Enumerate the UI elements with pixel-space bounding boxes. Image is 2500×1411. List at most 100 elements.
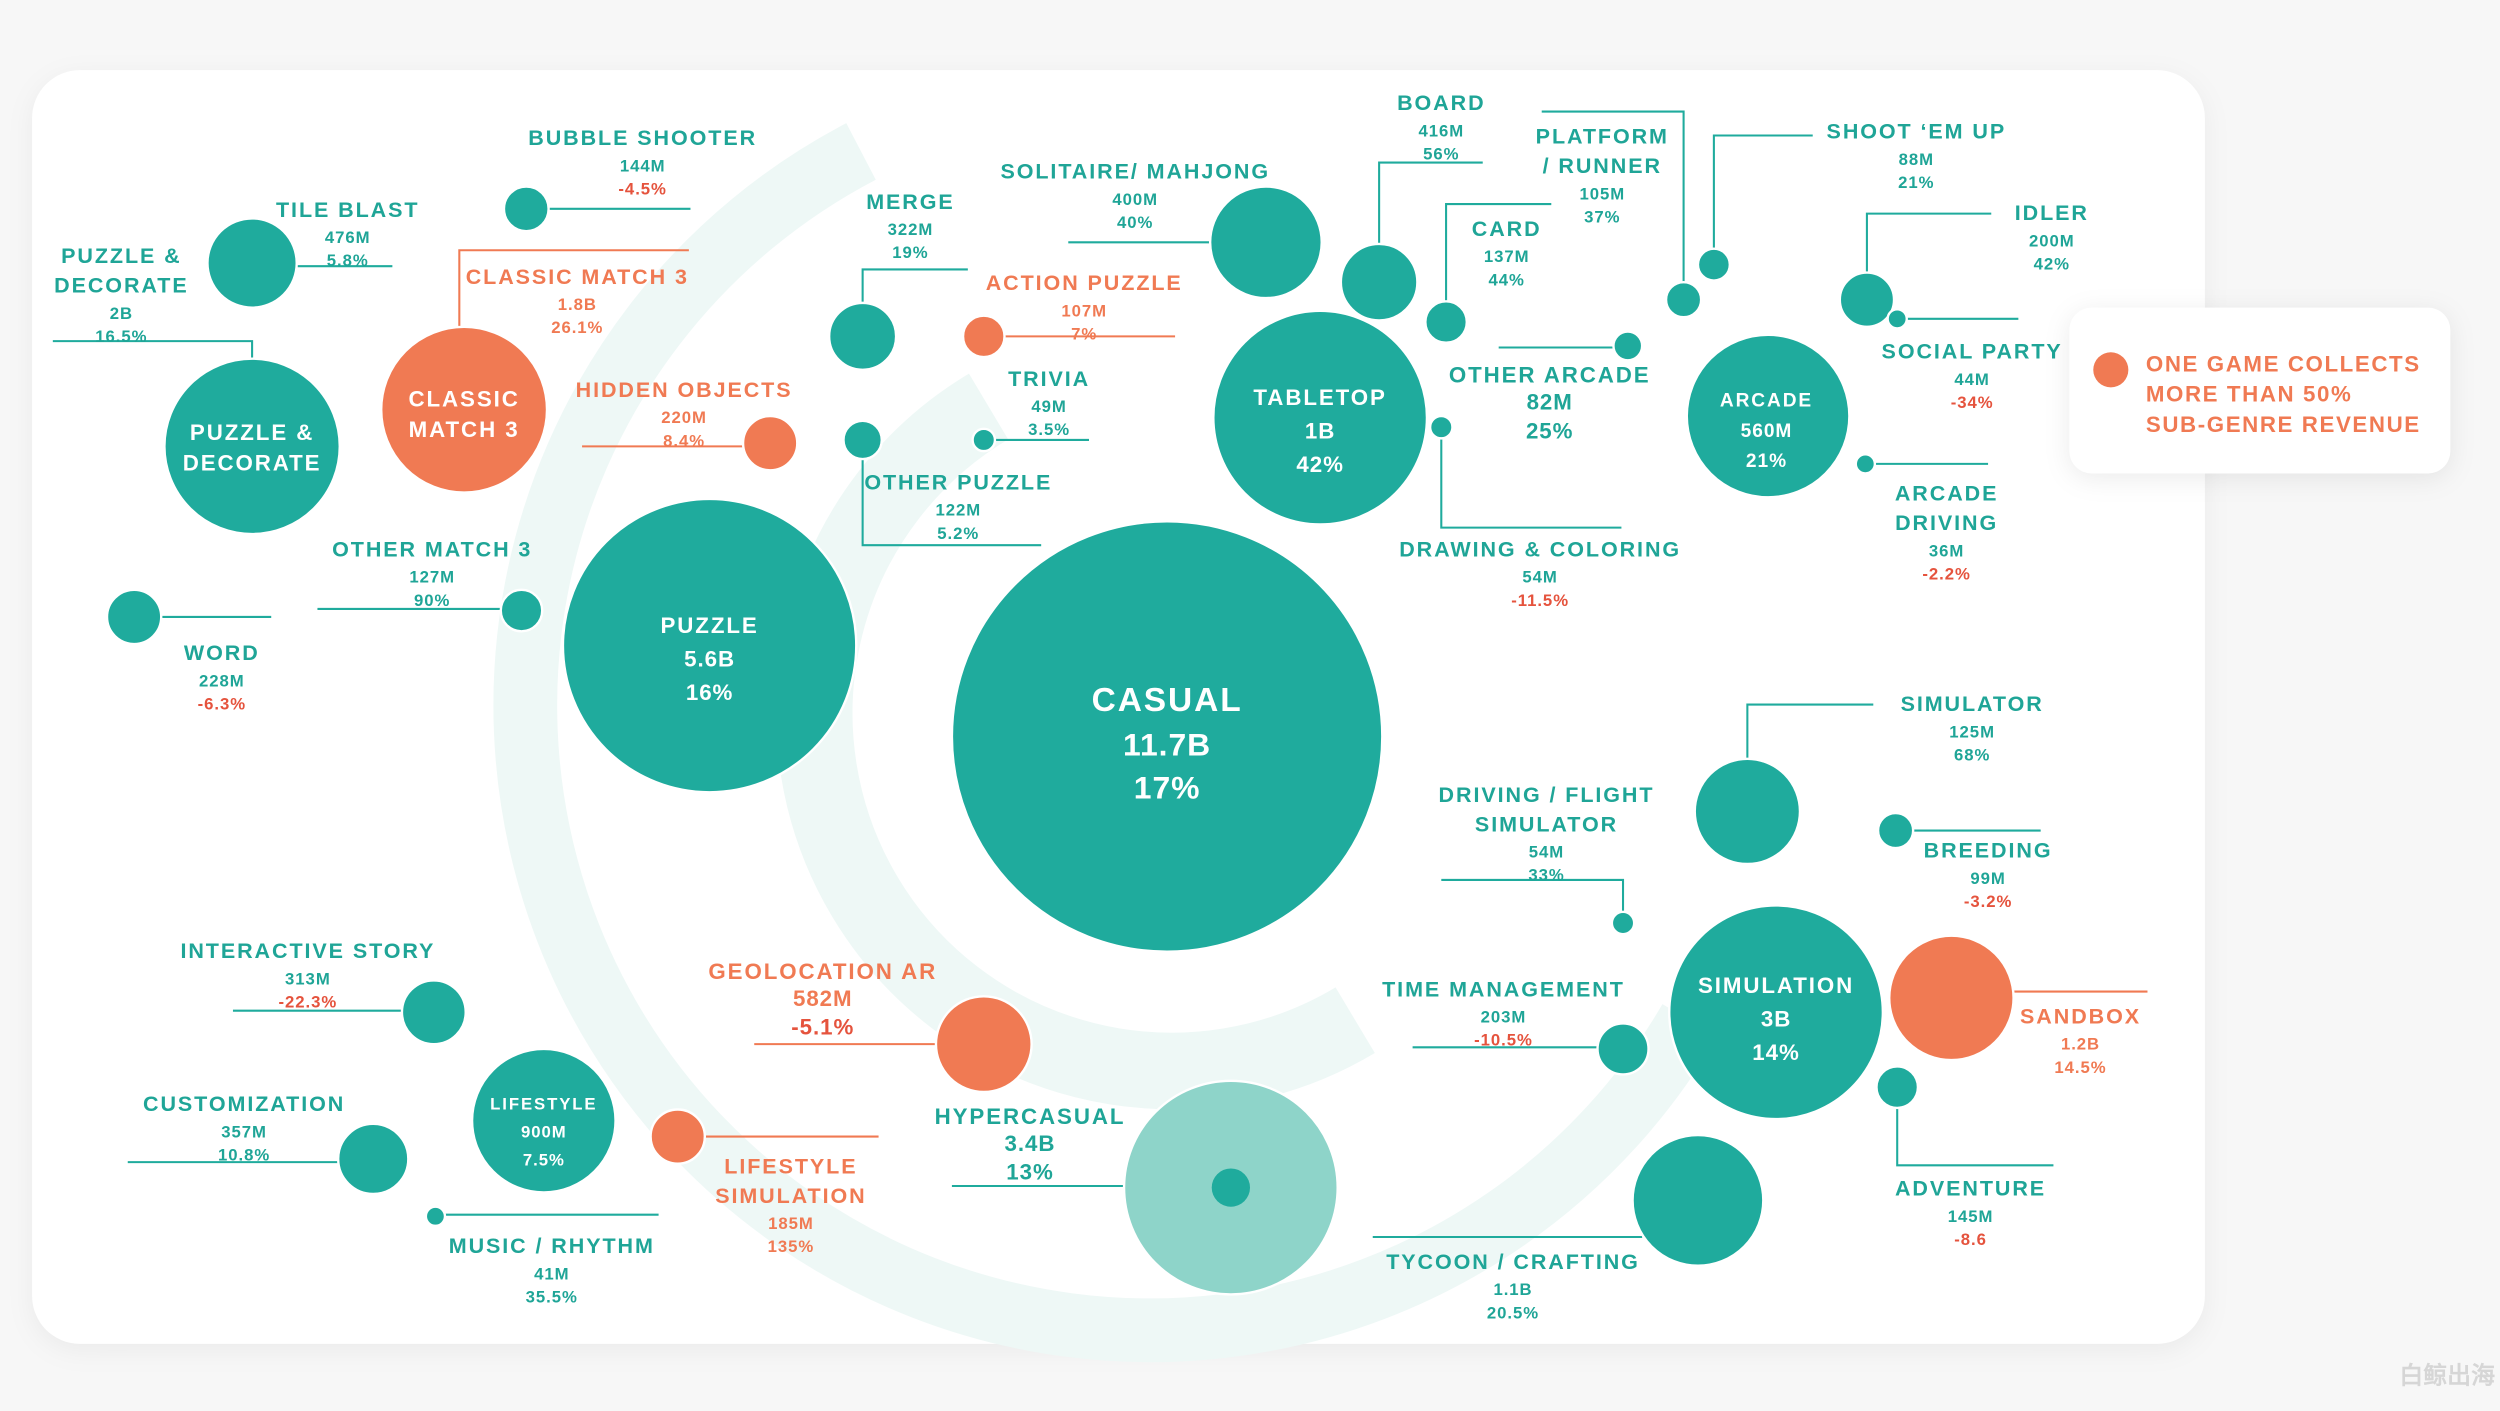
board-bubble (1339, 242, 1419, 322)
music-name: MUSIC / RHYTHM (449, 1234, 655, 1258)
hidden-bubble (741, 414, 799, 472)
dfs-value: 54M (1529, 843, 1564, 862)
tabletop-bubble (1212, 309, 1429, 526)
merge-leader-line (861, 268, 968, 303)
lsim-value: 185M (768, 1214, 814, 1233)
pd_sub-value: 2B (110, 304, 133, 323)
dfs-name: DRIVING / FLIGHT (1439, 783, 1655, 807)
arcade-growth: 21% (1746, 451, 1787, 472)
dfs-name: SIMULATOR (1475, 812, 1618, 836)
drawing-name: DRAWING & COLORING (1399, 537, 1681, 561)
bubble-bubble (502, 185, 550, 233)
oarcade-name: OTHER ARCADE (1449, 363, 1651, 388)
merge-name: MERGE (866, 190, 954, 214)
action-growth: 7% (1071, 325, 1097, 344)
hypercasual-core-bubble (1211, 1168, 1250, 1207)
timemgmt-name: TIME MANAGEMENT (1382, 977, 1625, 1001)
opuzzle-bubble (842, 419, 883, 461)
opuzzle-value: 122M (935, 501, 981, 520)
hidden-name: HIDDEN OBJECTS (576, 378, 793, 402)
bubble-name: BUBBLE SHOOTER (528, 126, 757, 150)
lifestyle-growth: 7.5% (523, 1150, 565, 1169)
tabletop-value: 1B (1305, 418, 1335, 443)
pd_sub-name: PUZZLE & (61, 244, 182, 268)
casual-bubble (950, 520, 1384, 953)
timemgmt-growth: -10.5% (1474, 1031, 1533, 1050)
inner-ring (776, 373, 1375, 1110)
legend-box: ONE GAME COLLECTS MORE THAN 50% SUB-GENR… (2069, 307, 2451, 474)
casual-growth: 17% (1134, 770, 1201, 806)
legend-line: ONE GAME COLLECTS (2146, 351, 2421, 376)
cm3-name: CLASSIC (408, 386, 519, 411)
solitaire-name: SOLITAIRE/ MAHJONG (1000, 160, 1270, 184)
action-name: ACTION PUZZLE (986, 271, 1183, 295)
geo-bubble (934, 995, 1033, 1094)
simulator-bubble (1693, 757, 1802, 866)
pd_sub-leader-line (52, 340, 254, 359)
adventure-bubble (1875, 1065, 1920, 1110)
geo-name: GEOLOCATION AR (708, 959, 937, 984)
idler-value: 200M (2029, 231, 2075, 250)
tile-value: 476M (325, 228, 371, 247)
casual-value: 11.7B (1123, 727, 1211, 763)
pd-bubble (163, 357, 341, 536)
music-growth: 35.5% (526, 1287, 578, 1306)
idler-name: IDLER (2015, 201, 2089, 225)
lsim-growth: 135% (768, 1237, 815, 1256)
hyper-growth: 13% (1006, 1160, 1054, 1185)
sandbox-growth: 14.5% (2054, 1058, 2106, 1077)
simulator-name: SIMULATOR (1901, 692, 2044, 716)
action-value: 107M (1061, 301, 1107, 320)
music-bubble (424, 1205, 447, 1228)
platform-leader-line (1541, 110, 1685, 283)
pd-name: PUZZLE & (190, 420, 314, 445)
puzzle-bubble (561, 497, 858, 794)
simulator-leader-line (1746, 703, 1874, 759)
custom-name: CUSTOMIZATION (143, 1092, 345, 1116)
merge-value: 322M (888, 220, 934, 239)
geo-growth: -5.1% (791, 1015, 854, 1040)
pd_sub-growth: 16.5% (95, 327, 147, 346)
breeding-growth: -3.2% (1964, 892, 2012, 911)
istory-value: 313M (285, 969, 331, 988)
tycoon-bubble (1631, 1133, 1765, 1267)
cm3-bubble (380, 325, 549, 494)
tabletop-name: TABLETOP (1253, 385, 1386, 410)
tycoon-growth: 20.5% (1487, 1303, 1539, 1322)
casual-name: CASUAL (1092, 682, 1243, 719)
istory-growth: -22.3% (279, 992, 338, 1011)
lsim-name: SIMULATION (715, 1184, 866, 1208)
arcade-name: ARCADE (1720, 390, 1813, 411)
hidden-growth: 8.4% (663, 431, 705, 450)
pd-name: DECORATE (183, 450, 322, 475)
social-bubble (1886, 308, 1908, 330)
simulator-value: 125M (1949, 722, 1995, 741)
action-bubble (961, 314, 1006, 359)
adriving-name: ARCADE (1895, 482, 1999, 506)
timemgmt-bubble (1596, 1022, 1650, 1076)
platform-value: 105M (1579, 184, 1625, 203)
bubble-growth: -4.5% (618, 179, 666, 198)
platform-growth: 37% (1584, 207, 1620, 226)
tycoon-value: 1.1B (1493, 1280, 1532, 1299)
solitaire-growth: 40% (1117, 213, 1153, 232)
idler-bubble (1838, 271, 1896, 328)
board-value: 416M (1418, 121, 1464, 140)
trivia-value: 49M (1031, 397, 1066, 416)
om3-growth: 90% (414, 591, 450, 610)
tile-bubble (206, 217, 298, 309)
shoot-growth: 21% (1898, 173, 1934, 192)
adventure-leader-line (1896, 1107, 2054, 1167)
bubble-value: 144M (620, 156, 666, 175)
dfs-bubble (1610, 910, 1636, 936)
word-name: WORD (184, 641, 260, 665)
word-value: 228M (199, 671, 245, 690)
breeding-value: 99M (1970, 869, 2005, 888)
idler-leader-line (1865, 212, 1992, 273)
card-growth: 44% (1488, 270, 1524, 289)
dfs-leader-line (1441, 878, 1625, 912)
om3-bubble (499, 588, 544, 633)
sandbox-value: 1.2B (2061, 1035, 2100, 1054)
adriving-bubble (1854, 453, 1877, 475)
